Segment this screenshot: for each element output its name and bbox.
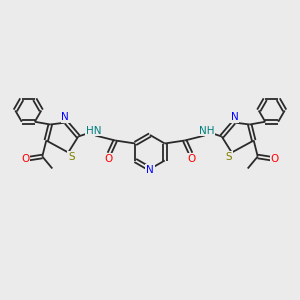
Text: O: O <box>188 154 196 164</box>
Text: HN: HN <box>85 125 101 136</box>
Text: N: N <box>61 112 69 122</box>
Text: S: S <box>68 152 75 161</box>
Text: NH: NH <box>199 125 214 136</box>
Text: N: N <box>231 112 239 122</box>
Text: N: N <box>146 165 154 175</box>
Text: O: O <box>21 154 29 164</box>
Text: S: S <box>225 152 232 161</box>
Text: O: O <box>271 154 279 164</box>
Text: O: O <box>104 154 112 164</box>
